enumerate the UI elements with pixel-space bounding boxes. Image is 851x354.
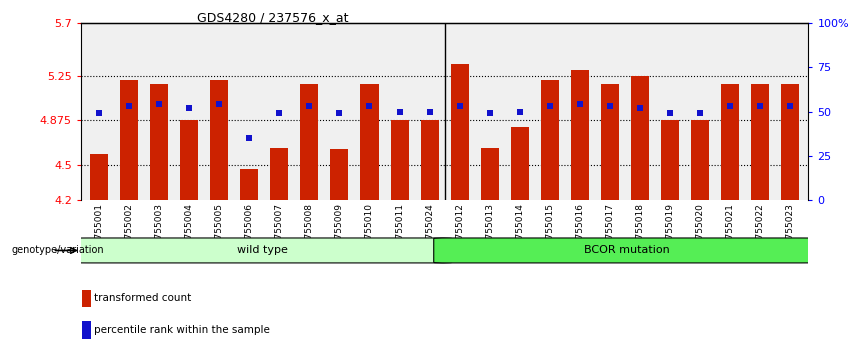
Point [123, 103, 136, 109]
Bar [511, 127, 528, 200]
Bar [661, 120, 679, 200]
Point [723, 103, 737, 109]
Point [543, 103, 557, 109]
Bar [361, 84, 379, 200]
Point [393, 109, 407, 114]
Point [453, 103, 466, 109]
Point [363, 103, 376, 109]
Bar [391, 120, 408, 200]
Point [483, 110, 496, 116]
Bar [691, 120, 709, 200]
Text: percentile rank within the sample: percentile rank within the sample [94, 325, 271, 335]
Bar [330, 149, 348, 200]
Bar [781, 84, 799, 200]
Bar [751, 84, 769, 200]
Point [784, 103, 797, 109]
Bar [82, 290, 91, 307]
Bar [481, 148, 499, 200]
Point [182, 105, 196, 111]
Bar [571, 70, 589, 200]
Bar [631, 76, 649, 200]
Text: GDS4280 / 237576_x_at: GDS4280 / 237576_x_at [197, 11, 348, 24]
Bar [601, 84, 619, 200]
Bar [541, 80, 559, 200]
Bar [120, 80, 138, 200]
Point [272, 110, 286, 116]
FancyBboxPatch shape [434, 238, 816, 263]
Bar [722, 84, 740, 200]
FancyBboxPatch shape [73, 238, 452, 263]
Point [243, 135, 256, 141]
Point [573, 102, 586, 107]
Bar [82, 321, 91, 339]
Bar [240, 169, 258, 200]
Bar [300, 84, 318, 200]
Text: BCOR mutation: BCOR mutation [584, 245, 670, 256]
Bar [210, 80, 228, 200]
Text: genotype/variation: genotype/variation [11, 245, 104, 255]
Point [663, 110, 677, 116]
Point [423, 109, 437, 114]
Bar [271, 148, 288, 200]
Point [303, 103, 317, 109]
Point [513, 109, 527, 114]
Text: wild type: wild type [237, 245, 288, 256]
Bar [451, 64, 469, 200]
Point [92, 110, 106, 116]
Bar [150, 84, 168, 200]
Point [694, 110, 707, 116]
Point [213, 102, 226, 107]
Text: transformed count: transformed count [94, 293, 191, 303]
Point [753, 103, 767, 109]
Bar [90, 154, 108, 200]
Point [152, 102, 166, 107]
Bar [180, 120, 198, 200]
Point [603, 103, 617, 109]
Point [633, 105, 647, 111]
Bar [420, 120, 438, 200]
Point [333, 110, 346, 116]
